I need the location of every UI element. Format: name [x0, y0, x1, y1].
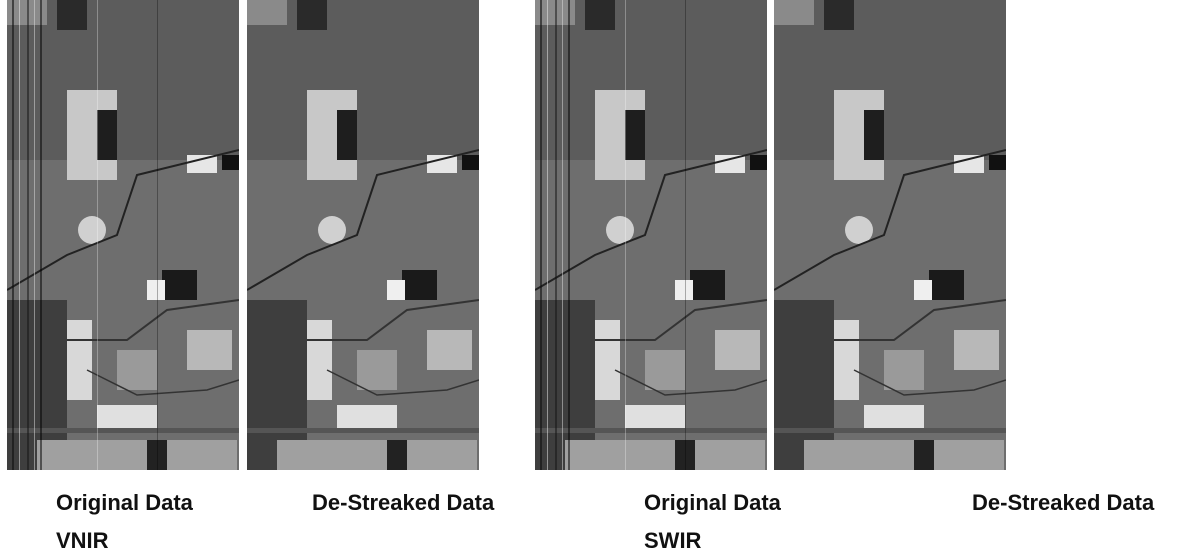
caption: Original Data [56, 490, 193, 516]
swir-destreaked-image [774, 0, 1006, 470]
swir-original-image [535, 0, 767, 470]
vnir-original-image [7, 0, 239, 470]
figure: Original Data De-Streaked Data Original … [0, 0, 1195, 556]
group-label: VNIR [56, 528, 109, 554]
vnir-destreaked-image [247, 0, 479, 470]
caption: De-Streaked Data [972, 490, 1154, 516]
caption: De-Streaked Data [312, 490, 494, 516]
group-label: SWIR [644, 528, 701, 554]
caption: Original Data [644, 490, 781, 516]
